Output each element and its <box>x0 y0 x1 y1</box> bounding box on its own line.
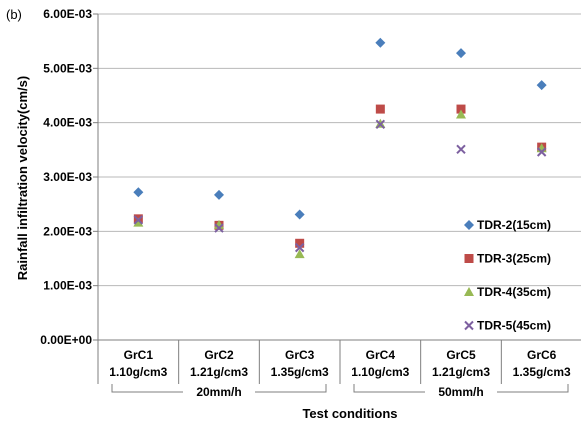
data-point <box>456 109 466 119</box>
data-point <box>133 217 144 227</box>
legend: TDR-2(15cm) TDR-3(25cm) TDR-4(35cm) TDR-5(4… <box>464 218 551 333</box>
data-point <box>375 119 386 130</box>
y-tick-label: 1.00E-03 <box>43 279 92 293</box>
data-point <box>214 189 224 200</box>
panel-label: (b) <box>6 7 22 22</box>
x-tick-label: GrC6 <box>527 348 557 362</box>
data-point <box>375 37 386 48</box>
y-tick-label: 4.00E-03 <box>43 116 92 130</box>
legend-marker <box>464 254 474 263</box>
legend-item: TDR-2(15cm) <box>464 218 551 232</box>
x-tick-density-label: 1.21g/cm3 <box>432 365 490 379</box>
data-point <box>214 223 224 233</box>
legend-item: TDR-5(45cm) <box>464 319 551 333</box>
legend-marker <box>464 220 474 230</box>
y-tick-label: 5.00E-03 <box>43 61 92 75</box>
data-point <box>375 104 385 114</box>
y-tick-label: 3.00E-03 <box>43 170 92 184</box>
legend-item: TDR-4(35cm) <box>464 285 551 299</box>
legend-label: TDR-2(15cm) <box>477 218 551 232</box>
gridlines <box>98 13 581 287</box>
data-point <box>295 238 305 248</box>
group-bracket-left <box>353 384 425 393</box>
x-axis-title: Test conditions <box>302 406 397 421</box>
x-tick-density-label: 1.10g/cm3 <box>351 365 409 379</box>
group-bracket-right <box>255 384 327 393</box>
x-tick-density-label: 1.21g/cm3 <box>190 365 248 379</box>
y-tick-label: 0.00E+00 <box>40 333 92 347</box>
series-TDR-5(45cm) <box>133 119 547 253</box>
condition-groups: 20mm/h 50mm/h <box>111 384 569 399</box>
legend-label: TDR-3(25cm) <box>477 252 551 266</box>
group-label: 20mm/h <box>196 385 241 399</box>
y-tick-labels: 0.00E+00 1.00E-03 2.00E-03 3.00E-03 4.00E-03… <box>40 7 92 347</box>
data-point <box>133 187 144 198</box>
legend-marker <box>464 320 474 331</box>
x-tick-label: GrC2 <box>204 348 234 362</box>
x-tick-density-label: 1.10g/cm3 <box>109 365 167 379</box>
data-point <box>294 242 305 253</box>
y-axis-title: Rainfall infiltration velocity(cm/s) <box>15 76 30 280</box>
data-point <box>456 48 466 59</box>
data-point <box>294 209 305 220</box>
data-point <box>536 147 547 157</box>
data-points <box>133 37 547 259</box>
y-tick-label: 2.00E-03 <box>43 224 92 238</box>
data-point <box>456 144 466 154</box>
x-tick-density-label: 1.35g/cm3 <box>271 365 329 379</box>
group-bracket-right <box>497 384 569 393</box>
legend-item: TDR-3(25cm) <box>464 252 551 266</box>
legend-marker <box>464 287 474 296</box>
data-point <box>294 249 305 259</box>
x-tick-label: GrC1 <box>124 348 154 362</box>
x-tick-density-label: 1.35g/cm3 <box>513 365 571 379</box>
x-tick-labels: GrC1 1.10g/cm3 GrC2 1.21g/cm3 GrC3 1.35g/cm3 G… <box>109 348 571 379</box>
data-point <box>536 80 547 91</box>
group-bracket-left <box>111 384 183 393</box>
data-point <box>456 104 466 114</box>
x-tick-label: GrC5 <box>446 348 476 362</box>
series-TDR-4(35cm) <box>133 109 547 259</box>
x-tick-label: GrC4 <box>366 348 396 362</box>
group-label: 50mm/h <box>438 385 483 399</box>
legend-label: TDR-4(35cm) <box>477 285 551 299</box>
series-TDR-2(15cm) <box>133 37 547 220</box>
x-tick-label: GrC3 <box>285 348 315 362</box>
axes <box>93 13 581 384</box>
y-tick-label: 6.00E-03 <box>43 7 92 21</box>
legend-label: TDR-5(45cm) <box>477 319 551 333</box>
data-point <box>133 215 144 225</box>
